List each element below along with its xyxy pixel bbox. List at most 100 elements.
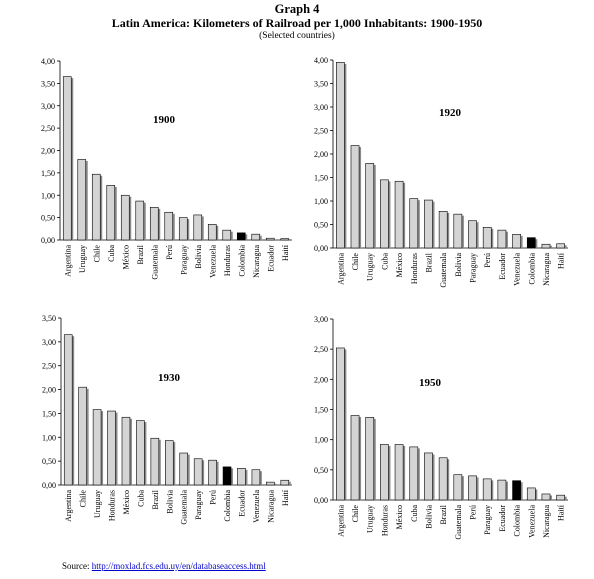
bar-shadow: [201, 216, 204, 240]
x-tick-label: Honduras: [223, 245, 232, 276]
x-tick-label: Chile: [79, 490, 88, 508]
x-tick-label: Nicaragua: [542, 505, 551, 538]
x-tick-label: Guatemala: [180, 490, 189, 525]
x-tick-label: Haití: [281, 244, 290, 261]
x-tick-label: Colombia: [223, 490, 232, 522]
bar-shadow: [86, 388, 89, 485]
bar-shadow: [288, 481, 291, 485]
x-tick-label: Ecuador: [498, 505, 507, 532]
bar: [251, 469, 261, 486]
bar: [468, 220, 477, 249]
x-tick-label: Uruguay: [93, 490, 102, 518]
x-tick-label: Venezuela: [252, 490, 261, 523]
bar-shadow: [344, 63, 347, 248]
x-tick-label: Colombia: [237, 245, 246, 277]
y-tick-label: 0,00: [314, 244, 328, 253]
x-tick-label: Haití: [281, 489, 290, 506]
bar-highlight: [222, 466, 232, 486]
y-tick-label: 1,50: [314, 406, 328, 415]
bar-shadow: [129, 196, 132, 240]
x-tick-label: Guatemala: [454, 505, 463, 540]
x-tick-label: Honduras: [380, 505, 389, 536]
chart-year-label: 1930: [158, 372, 181, 384]
y-tick-label: 3,50: [41, 79, 55, 88]
x-tick-label: Bolivia: [454, 253, 463, 277]
y-tick-label: 2,00: [314, 375, 328, 384]
y-tick-label: 2,00: [41, 147, 55, 156]
bar-shadow: [143, 202, 146, 240]
bar: [136, 420, 145, 486]
bar: [193, 458, 203, 486]
bar-shadow: [158, 439, 161, 485]
x-tick-label: México: [121, 245, 130, 269]
y-tick-label: 1,00: [41, 191, 55, 200]
bar: [468, 475, 477, 501]
bar-shadow: [403, 445, 406, 500]
bar-shadow: [173, 442, 176, 485]
bar-shadow: [491, 228, 494, 248]
bar: [556, 494, 565, 501]
bar-shadow: [535, 239, 538, 248]
bar-shadow: [476, 477, 479, 500]
x-tick-label: Nicaragua: [542, 253, 551, 286]
x-tick-label: Cuba: [380, 253, 389, 270]
bar: [482, 478, 492, 501]
bar-shadow: [403, 182, 406, 248]
y-tick-label: 0,50: [314, 221, 328, 230]
bar: [193, 214, 203, 241]
x-tick-label: Paraguay: [194, 490, 203, 520]
bar: [280, 238, 290, 241]
y-tick-label: 0,00: [42, 481, 56, 490]
bar: [178, 217, 188, 241]
y-tick-label: 2,50: [314, 345, 328, 354]
y-tick-label: 0,50: [314, 466, 328, 475]
bar-shadow: [447, 212, 450, 248]
x-tick-label: Chile: [351, 505, 360, 523]
bar-shadow: [476, 222, 479, 248]
bar: [266, 481, 275, 486]
x-tick-label: Brazil: [424, 252, 433, 272]
bar: [77, 159, 87, 241]
bar-shadow: [432, 201, 435, 248]
y-tick-label: 1,50: [42, 409, 56, 418]
bar: [336, 62, 345, 249]
bar: [350, 145, 360, 249]
bar: [78, 386, 87, 486]
bar-shadow: [359, 147, 362, 248]
bar-shadow: [187, 219, 190, 240]
x-tick-label: Uruguay: [366, 253, 375, 281]
x-tick-label: Paraguay: [179, 245, 188, 275]
x-tick-label: Bolivia: [424, 505, 433, 529]
x-tick-label: Argentina: [63, 245, 72, 277]
bar-shadow: [259, 235, 262, 240]
y-tick-label: 1,00: [314, 436, 328, 445]
x-tick-label: Argentina: [336, 505, 345, 537]
y-tick-label: 3,00: [42, 338, 56, 347]
graph-note: (Selected countries): [259, 31, 335, 41]
bar: [222, 229, 232, 241]
bar: [336, 347, 345, 501]
bar: [365, 163, 375, 249]
bar-shadow: [564, 245, 567, 248]
bar-shadow: [72, 336, 75, 485]
bar-shadow: [447, 459, 450, 500]
bar: [556, 243, 565, 249]
y-tick-label: 2,50: [42, 362, 56, 371]
source-link[interactable]: http://moxlad.fcs.edu.uy/en/databaseacce…: [91, 561, 266, 571]
bar-shadow: [231, 468, 234, 485]
y-tick-label: 1,00: [42, 433, 56, 442]
bar-shadow: [100, 175, 103, 240]
bar: [106, 185, 116, 241]
y-tick-label: 1,50: [314, 174, 328, 183]
x-tick-label: Brazil: [439, 504, 448, 524]
chart-year-label: 1950: [419, 377, 442, 389]
graph-number: Graph 4: [274, 2, 320, 16]
x-tick-label: Bolivia: [165, 490, 174, 514]
x-tick-label: Ecuador: [237, 490, 246, 517]
bar-shadow: [505, 231, 508, 248]
chart-panel-1930: 0,00 0,50 1,00 1,50 2,00 2,50 3,00 3,50 Argentin…: [42, 314, 292, 525]
x-tick-label: Nicaragua: [252, 245, 261, 278]
bar-shadow: [520, 482, 523, 500]
x-tick-label: Guatemala: [150, 245, 159, 280]
x-tick-label: Colombia: [527, 253, 536, 285]
